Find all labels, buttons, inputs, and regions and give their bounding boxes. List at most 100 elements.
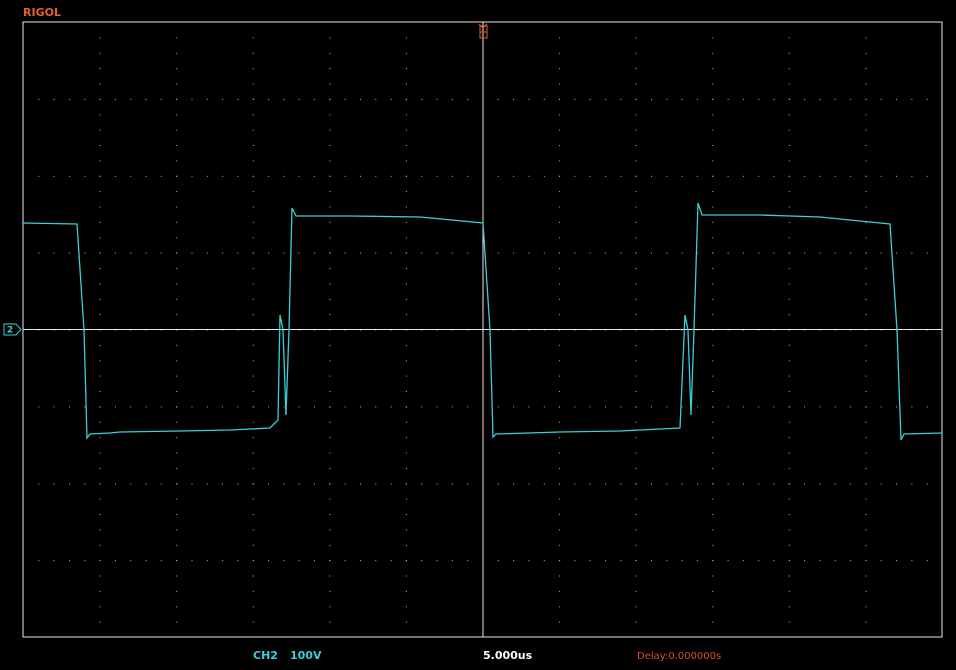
grid-dot: [329, 529, 331, 531]
grid-dot: [635, 606, 637, 608]
grid-dot: [99, 483, 101, 485]
grid-dot: [99, 498, 101, 500]
grid-dot: [589, 175, 591, 177]
grid-dot: [712, 514, 714, 515]
grid-dot: [405, 575, 407, 577]
grid-dot: [605, 483, 606, 485]
grid-dot: [865, 83, 867, 85]
grid-dot: [99, 298, 101, 300]
grid-dot: [252, 529, 254, 531]
grid-dot: [405, 437, 407, 439]
grid-dot: [865, 529, 867, 531]
grid-dot: [574, 483, 576, 485]
grid-dot: [329, 483, 331, 485]
grid-dot: [559, 590, 561, 592]
grid-dot: [176, 83, 178, 85]
grid-dot: [252, 606, 254, 608]
grid-dot: [130, 406, 132, 408]
grid-dot: [696, 483, 698, 485]
grid-dot: [559, 191, 561, 193]
grid-dot: [99, 560, 101, 562]
time-per-div: 5.000us: [483, 649, 533, 662]
grid-dot: [176, 191, 178, 193]
grid-dot: [69, 175, 70, 177]
grid-dot: [712, 268, 714, 269]
grid-dot: [114, 560, 116, 562]
grid-dot: [375, 98, 377, 100]
grid-dot: [605, 175, 606, 177]
grid-dot: [635, 406, 637, 408]
grid-dot: [559, 621, 561, 623]
grid-dot: [589, 252, 591, 254]
grid-dot: [865, 437, 867, 439]
grid-dot: [252, 498, 254, 500]
grid-dot: [99, 98, 101, 100]
grid-dot: [467, 483, 469, 485]
grid-dot: [712, 206, 714, 208]
grid-dot: [666, 406, 668, 408]
grid-dot: [865, 406, 867, 408]
grid-dot: [145, 560, 147, 562]
grid-dot: [99, 237, 101, 239]
grid-dot: [635, 268, 637, 269]
grid-dot: [344, 252, 346, 254]
grid-dot: [788, 621, 790, 623]
grid-dot: [405, 606, 407, 608]
grid-dot: [405, 529, 407, 531]
grid-dot: [865, 344, 867, 346]
grid-dot: [360, 483, 361, 485]
grid-dot: [865, 544, 867, 546]
grid-dot: [405, 483, 407, 485]
grid-dot: [880, 483, 882, 485]
grid-dot: [405, 498, 407, 500]
grid-dot: [329, 467, 331, 469]
grid-dot: [99, 268, 101, 269]
grid-dot: [758, 175, 760, 177]
grid-dot: [788, 83, 790, 85]
grid-dot: [314, 98, 315, 100]
grid-dot: [712, 314, 714, 316]
grid-dot: [405, 467, 407, 469]
grid-dot: [436, 483, 438, 485]
grid-dot: [329, 421, 331, 423]
grid-dot: [191, 483, 193, 485]
grid-dot: [773, 98, 775, 100]
grid-dot: [804, 560, 806, 562]
grid-dot: [788, 421, 790, 423]
grid-dot: [513, 252, 515, 254]
grid-dot: [834, 252, 836, 254]
grid-dot: [666, 252, 668, 254]
grid-dot: [329, 298, 331, 300]
grid-dot: [99, 221, 101, 223]
grid-dot: [605, 560, 606, 562]
grid-dot: [742, 406, 744, 408]
grid-dot: [467, 175, 469, 177]
grid-dot: [651, 175, 652, 177]
grid-dot: [176, 575, 178, 577]
grid-dot: [896, 252, 897, 254]
grid-dot: [559, 344, 561, 346]
grid-dot: [191, 175, 193, 177]
grid-dot: [206, 252, 208, 254]
grid-dot: [314, 406, 315, 408]
grid-dot: [329, 544, 331, 546]
grid-dot: [788, 98, 790, 100]
grid-dot: [114, 252, 116, 254]
grid-dot: [421, 252, 423, 254]
grid-dot: [865, 375, 867, 377]
grid-dot: [742, 560, 744, 562]
grid-dot: [176, 221, 178, 223]
grid-dot: [252, 68, 254, 70]
grid-dot: [911, 98, 913, 100]
grid-dot: [497, 175, 499, 177]
grid-dot: [543, 483, 545, 485]
grid-dot: [237, 560, 239, 562]
grid-dot: [329, 514, 331, 515]
grid-dot: [329, 114, 331, 116]
grid-dot: [865, 606, 867, 608]
grid-dot: [252, 221, 254, 223]
grid-dot: [191, 98, 193, 100]
grid-dot: [99, 360, 101, 362]
grid-dot: [589, 483, 591, 485]
grid-dot: [528, 175, 530, 177]
